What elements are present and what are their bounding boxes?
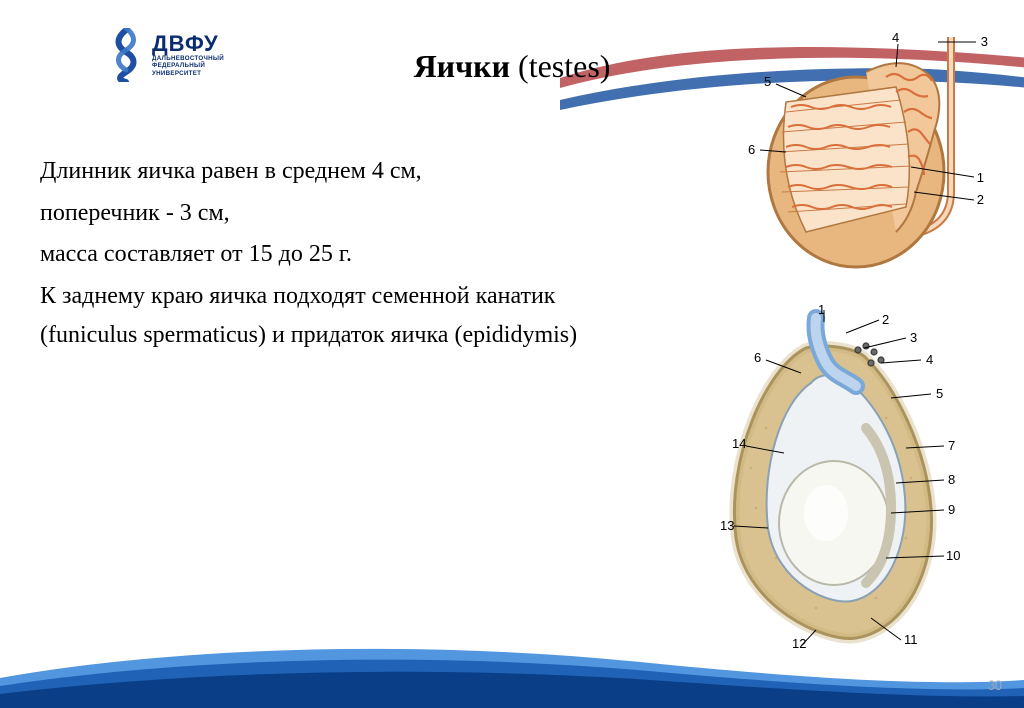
body-line-1: Длинник яичка равен в среднем 4 см, (40, 152, 600, 192)
body-line-2: поперечник - 3 см, (40, 194, 600, 234)
fig1-label-4: 4 (892, 30, 899, 45)
footer-wave (0, 636, 1024, 708)
fig1-label-3: 3 (981, 34, 988, 49)
fig1-label-6: 6 (748, 142, 755, 157)
figure-scrotum-layers: 1 2 3 4 5 6 7 8 9 10 11 12 13 14 (706, 308, 966, 648)
body-line-4: К заднему краю яичка подходят семенной к… (40, 277, 600, 356)
title-paren: (testes) (518, 48, 610, 84)
fig2-label-1: 1 (818, 302, 825, 317)
fig2-label-9: 9 (948, 502, 955, 517)
fig2-label-5: 5 (936, 386, 943, 401)
fig2-label-14: 14 (732, 436, 746, 451)
fig2-label-8: 8 (948, 472, 955, 487)
title-main: Яички (414, 48, 510, 84)
slide: ДВФУ ДАЛЬНЕВОСТОЧНЫЙ ФЕДЕРАЛЬНЫЙ УНИВЕРС… (0, 0, 1024, 708)
fig2-label-3: 3 (910, 330, 917, 345)
fig1-label-2: 2 (977, 192, 984, 207)
fig2-label-13: 13 (720, 518, 734, 533)
fig1-label-1: 1 (977, 170, 984, 185)
body-line-3: масса составляет от 15 до 25 г. (40, 235, 600, 275)
fig2-label-7: 7 (948, 438, 955, 453)
body-text: Длинник яичка равен в среднем 4 см, попе… (40, 152, 600, 358)
fig2-label-6: 6 (754, 350, 761, 365)
fig2-label-10: 10 (946, 548, 960, 563)
fig2-label-4: 4 (926, 352, 933, 367)
figure-testis-section: 1 2 3 4 5 6 (746, 32, 996, 272)
fig1-label-5: 5 (764, 74, 771, 89)
fig2-label-2: 2 (882, 312, 889, 327)
page-number: 30 (988, 677, 1002, 694)
